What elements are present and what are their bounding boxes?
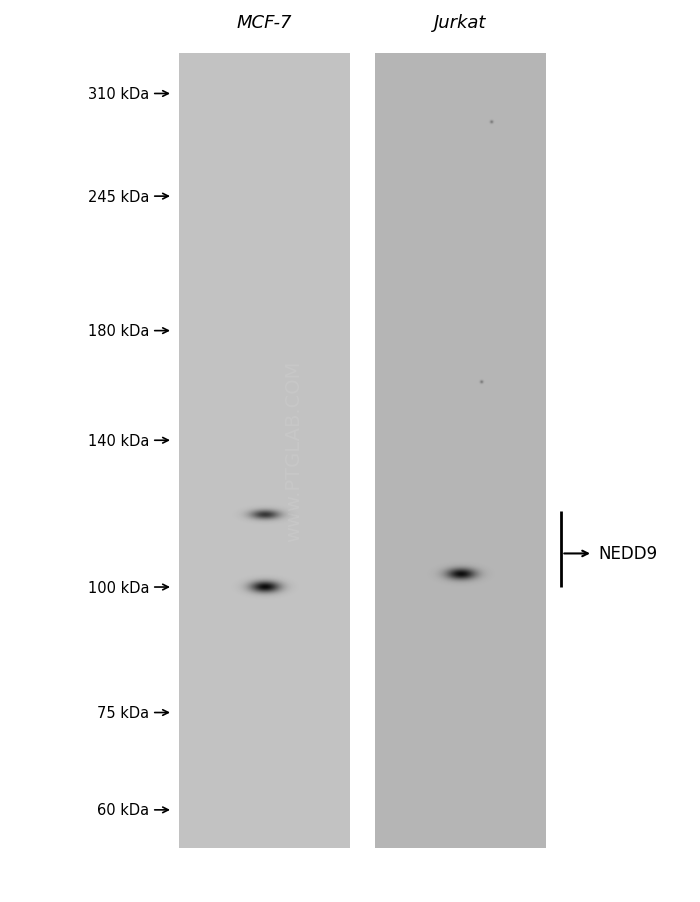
Text: 310 kDa: 310 kDa — [88, 87, 149, 102]
Text: 245 kDa: 245 kDa — [88, 189, 149, 205]
Text: 100 kDa: 100 kDa — [88, 580, 149, 594]
Text: NEDD9: NEDD9 — [598, 545, 657, 563]
Text: Jurkat: Jurkat — [434, 14, 486, 32]
Bar — [178, 54, 350, 848]
Text: 180 kDa: 180 kDa — [88, 324, 149, 339]
Text: 140 kDa: 140 kDa — [88, 433, 149, 448]
Bar — [374, 54, 546, 848]
Text: www.PTGLAB.COM: www.PTGLAB.COM — [284, 361, 304, 541]
Text: 75 kDa: 75 kDa — [97, 705, 149, 720]
Text: 60 kDa: 60 kDa — [97, 803, 149, 817]
Text: MCF-7: MCF-7 — [237, 14, 292, 32]
